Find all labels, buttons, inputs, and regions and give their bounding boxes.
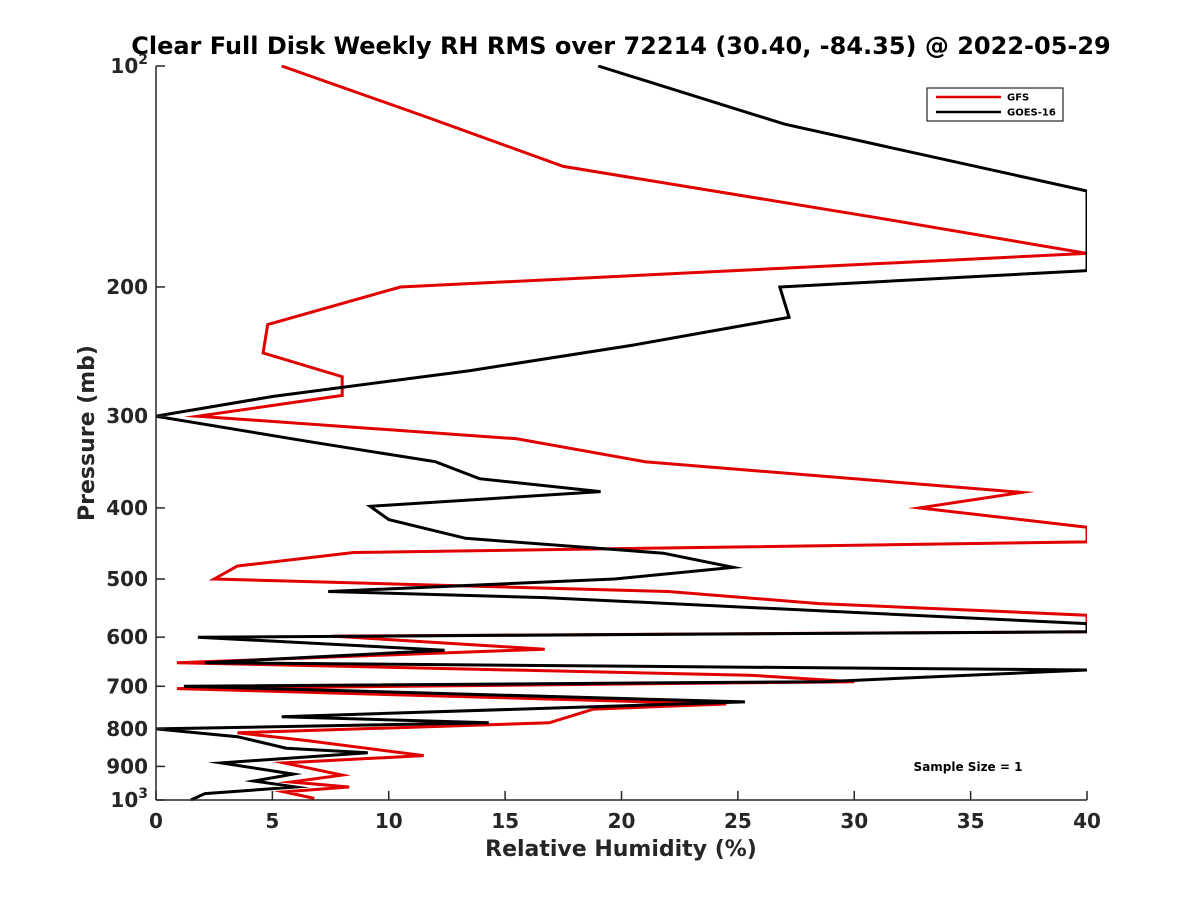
y-tick-label: 500 <box>106 567 148 591</box>
legend: GFS GOES-16 <box>926 87 1064 122</box>
y-tick-label: 300 <box>106 404 148 428</box>
x-axis-label: Relative Humidity (%) <box>485 837 757 862</box>
legend-label-goes-16: GOES-16 <box>1007 108 1056 119</box>
x-tick-label: 0 <box>149 809 163 833</box>
x-tick-label: 20 <box>608 809 636 833</box>
y-tick-label: 700 <box>106 674 148 698</box>
chart-title: Clear Full Disk Weekly RH RMS over 72214… <box>131 32 1111 60</box>
y-tick-label: 103 <box>110 786 148 812</box>
series-line-gfs <box>176 65 1087 800</box>
x-tick-label: 40 <box>1073 809 1101 833</box>
series-layer <box>156 65 1087 801</box>
x-tick-label: 15 <box>491 809 519 833</box>
y-tick-label: 200 <box>106 275 148 299</box>
x-tick-label: 35 <box>957 809 985 833</box>
legend-label-gfs: GFS <box>1007 93 1029 104</box>
axes-layer: 0 5 10 15 20 25 30 35 40 102 200 300 400 500 600 700 800… <box>106 52 1101 833</box>
sample-size-annotation: Sample Size = 1 <box>914 760 1023 774</box>
y-tick-label: 400 <box>106 496 148 520</box>
y-tick-label: 102 <box>110 52 148 78</box>
y-axis-label: Pressure (mb) <box>75 345 100 521</box>
x-tick-label: 5 <box>265 809 279 833</box>
legend-box <box>926 87 1064 122</box>
y-tick-label: 600 <box>106 625 148 649</box>
y-tick-label: 900 <box>106 754 148 778</box>
series-line-goes-16 <box>156 65 1087 801</box>
y-tick-label: 800 <box>106 717 148 741</box>
x-tick-label: 10 <box>375 809 403 833</box>
x-tick-label: 30 <box>840 809 868 833</box>
x-tick-label: 25 <box>724 809 752 833</box>
